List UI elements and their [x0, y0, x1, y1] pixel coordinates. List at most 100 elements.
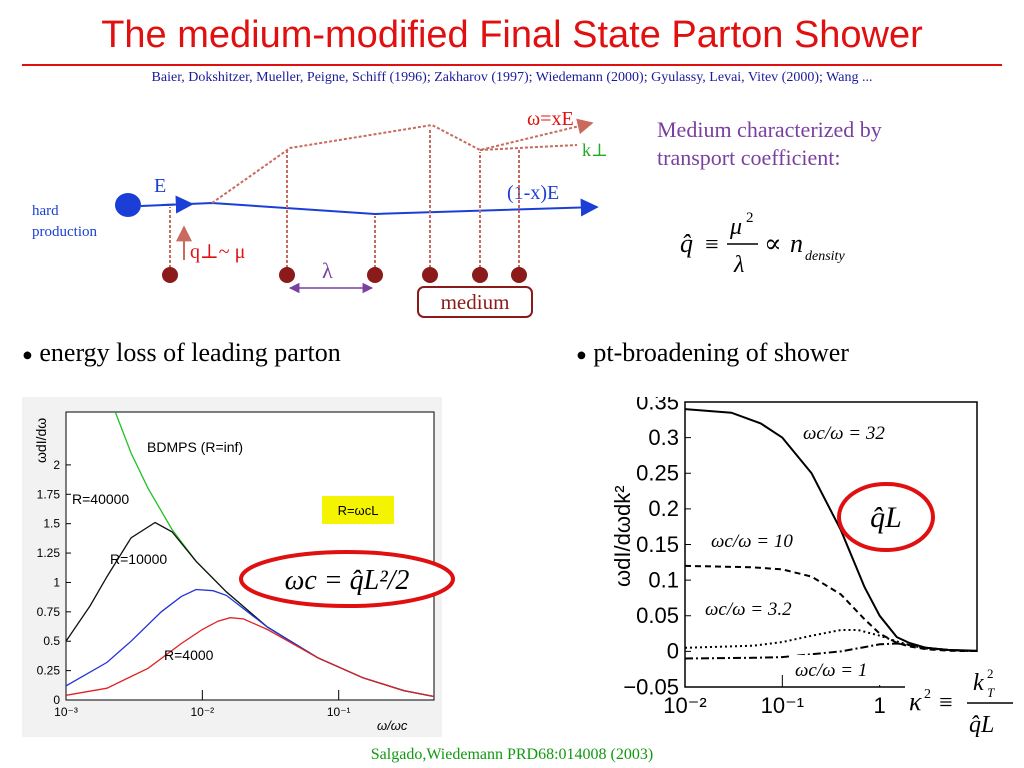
bullet-dot: ● — [576, 344, 587, 365]
wc32b-label: ωc/ω = 3.2 — [705, 599, 792, 620]
r-definition-label: R=ωcL — [338, 503, 379, 518]
x-tick-label: 10⁻³ — [54, 705, 78, 719]
label-box — [797, 417, 889, 449]
hard-production-blob — [115, 193, 141, 217]
qL-denominator: q̂L — [969, 712, 994, 738]
gluon-branch — [479, 144, 578, 151]
medium-description: Medium characterized by transport coeffi… — [657, 116, 987, 172]
kappa-exponent: 2 — [924, 687, 931, 702]
energy-label: E — [154, 175, 166, 197]
lambda-label: λ — [322, 258, 333, 283]
series-line — [685, 564, 977, 653]
scattering-center — [472, 267, 488, 283]
kappa-formula-background — [905, 652, 985, 730]
highlight-ellipse — [239, 550, 455, 608]
x-tick-label: 1 — [874, 693, 886, 718]
omega-c-formula-text: ωc = q̂L²/2 — [285, 565, 410, 596]
label-box — [702, 593, 802, 625]
medium-label: medium — [441, 290, 510, 314]
bdmps-label: BDMPS (R=inf) — [147, 439, 243, 455]
kt-symbol: k — [973, 670, 984, 696]
bullet-pt-broadening-text: pt-broadening of shower — [593, 338, 849, 367]
y-tick-label: 0.25 — [636, 461, 679, 486]
bullet-dot: ● — [22, 344, 33, 365]
right-chart-ylabel: ωdI/dωdk² — [610, 485, 635, 587]
label-box — [705, 525, 797, 557]
y-tick-label: 1 — [53, 575, 60, 589]
citation: Salgado,Wiedemann PRD68:014008 (2003) — [370, 746, 654, 763]
scattering-center — [279, 267, 295, 283]
mu-exponent: 2 — [746, 210, 754, 226]
medium-description-line2: transport coefficient: — [657, 145, 841, 170]
y-tick-label: 0 — [53, 693, 60, 707]
medium-description-line1: Medium characterized by — [657, 117, 882, 142]
wc1-label: ωc/ω = 1 — [795, 660, 867, 681]
equiv-symbol: ≡ — [705, 232, 719, 258]
y-tick-label: 1.25 — [37, 546, 61, 560]
proportional-symbol: ∝ — [764, 229, 782, 258]
scattering-centers — [162, 267, 527, 283]
qL-label: q̂L — [870, 501, 902, 534]
y-tick-label: 0 — [667, 639, 679, 664]
hard-production-label-line1: hard — [32, 203, 59, 219]
r40000-label: R=40000 — [72, 491, 129, 507]
series-line — [685, 642, 977, 660]
y-tick-label: 0.5 — [43, 634, 60, 648]
equiv-symbol: ≡ — [939, 690, 953, 716]
density-subscript: density — [805, 249, 845, 264]
mu-symbol: μ — [729, 214, 742, 240]
omega-label: ω=xE — [527, 108, 574, 130]
kt-exponent: 2 — [987, 666, 994, 681]
qL-highlight-ellipse — [837, 482, 935, 552]
x-tick-label: 10⁻² — [663, 693, 706, 718]
x-tick-label: 10⁻² — [191, 705, 215, 719]
one-minus-x-energy-label: (1-x)E — [507, 182, 559, 204]
bullet-energy-loss: ● energy loss of leading parton — [22, 338, 341, 368]
transport-coefficient-formula: q̂ ≡ μ 2 λ ∝ n density — [680, 210, 845, 278]
n-symbol: n — [790, 229, 803, 258]
slide-title: The medium-modified Final State Parton S… — [101, 14, 923, 56]
r10000-label: R=10000 — [110, 551, 167, 567]
authors-line: Baier, Dokshitzer, Mueller, Peigne, Schi… — [151, 70, 873, 85]
omega-c-formula: ωc = q̂L²/2 — [239, 550, 455, 608]
series-line — [685, 629, 977, 653]
scattering-center — [162, 267, 178, 283]
kt-subscript: T — [987, 685, 995, 700]
lambda-symbol: λ — [733, 252, 744, 278]
x-tick-label: 10⁻¹ — [327, 705, 351, 719]
y-tick-label: 0.05 — [636, 603, 679, 628]
y-tick-label: 0.35 — [636, 397, 679, 414]
bullet-pt-broadening: ● pt-broadening of shower — [576, 338, 849, 368]
kappa-symbol: κ — [909, 687, 922, 716]
emitted-gluon — [211, 118, 594, 204]
incoming-arrow — [161, 195, 194, 214]
y-tick-label: 1.5 — [43, 517, 60, 531]
y-tick-label: 0.75 — [37, 605, 61, 619]
pt-broadening-chart: −0.05 0 0.05 0.1 0.15 0.2 0.25 0.3 0.35 10⁻² 10⁻¹ 1… — [575, 397, 985, 730]
leading-parton-line — [140, 198, 599, 217]
x-tick-label: 10⁻¹ — [761, 693, 804, 718]
k-perp-label: k⊥ — [582, 140, 608, 160]
r4000-label: R=4000 — [164, 647, 214, 663]
scattering-center — [511, 267, 527, 283]
wc10-label: ωc/ω = 10 — [711, 531, 793, 552]
y-tick-label: 0.3 — [648, 425, 679, 450]
r-definition-box — [322, 496, 394, 524]
scattering-center — [422, 267, 438, 283]
series-line — [66, 617, 434, 698]
y-tick-label: 1.75 — [37, 487, 61, 501]
q-perp-label: q⊥~ μ — [190, 241, 245, 263]
y-tick-label: 0.1 — [648, 567, 679, 592]
scattering-center — [367, 267, 383, 283]
y-tick-label: 0.15 — [636, 532, 679, 557]
bullet-energy-loss-text: energy loss of leading parton — [39, 338, 341, 367]
y-tick-label: 0.2 — [648, 496, 679, 521]
qhat-symbol: q̂ — [680, 229, 693, 258]
label-box — [789, 655, 885, 685]
hard-production-label-line2: production — [32, 224, 97, 240]
wc32-label: ωc/ω = 32 — [803, 423, 885, 444]
kappa-formula: κ 2 ≡ k T 2 q̂L — [909, 666, 1013, 738]
left-chart-xlabel: ω/ωc — [377, 718, 408, 733]
left-chart-ylabel: ωdI/dω — [33, 418, 49, 463]
medium-box — [417, 286, 533, 318]
